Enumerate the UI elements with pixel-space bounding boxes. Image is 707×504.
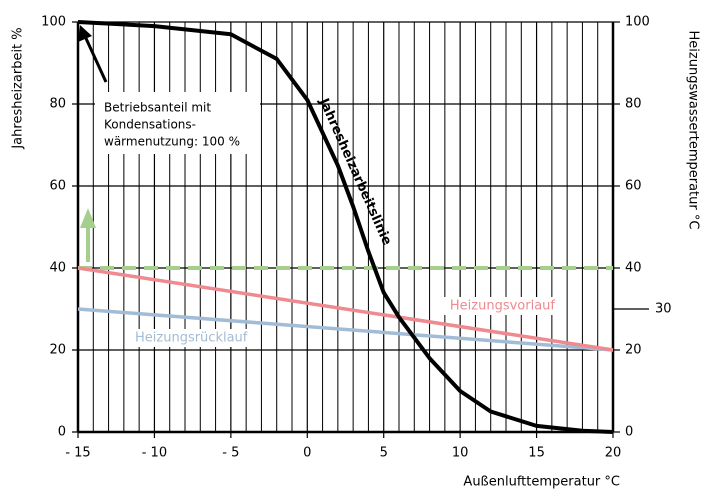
y2-tick-label: 60 <box>625 179 642 194</box>
x-tick-label: 15 <box>528 446 545 461</box>
annotation-text: Kondensations- <box>104 118 196 132</box>
y-tick-label: 20 <box>49 343 66 358</box>
green-arrowhead <box>80 208 96 228</box>
x-axis-label: Außenlufttemperatur °C <box>463 475 620 490</box>
y-tick-label: 60 <box>49 179 66 194</box>
series-line <box>77 307 614 352</box>
x-tick-label: 0 <box>303 446 311 461</box>
x-tick-label: - 5 <box>222 446 239 461</box>
y2-tick-label: 20 <box>625 343 642 358</box>
y-tick-label: 40 <box>49 261 66 276</box>
series-label: Heizungsrücklauf <box>135 331 248 346</box>
marks <box>77 20 614 434</box>
x-tick-label: 10 <box>452 446 469 461</box>
x-tick-label: - 15 <box>65 446 90 461</box>
y-tick-label: 0 <box>58 425 66 440</box>
label-bg <box>132 329 248 347</box>
annotation-arrow <box>82 33 108 83</box>
y-tick-label: 100 <box>41 15 66 30</box>
y-axis-label: Jahresheizarbeit % <box>11 27 26 149</box>
label-bg <box>443 297 559 315</box>
x-tick-label: - 10 <box>142 446 167 461</box>
x-tick-label: 5 <box>380 446 388 461</box>
y2-tick-label: 80 <box>625 97 642 112</box>
annotation-arrowhead <box>78 25 92 42</box>
grid <box>72 21 649 438</box>
y2-tick-label: 40 <box>625 261 642 276</box>
y2-tick-label: 0 <box>625 425 633 440</box>
series-line <box>77 266 614 352</box>
series-label: Heizungsvorlauf <box>450 299 556 314</box>
annotation-box <box>95 92 260 154</box>
y2-tick-label: 100 <box>625 15 650 30</box>
series-line <box>77 20 614 434</box>
x-tick-label: 20 <box>605 446 622 461</box>
y2-tick-label: 30 <box>655 302 672 317</box>
y-tick-label: 80 <box>49 97 66 112</box>
annotation-text: Betriebsanteil mit <box>104 101 211 115</box>
y2-axis-label: Heizungswassertemperatur °C <box>686 31 701 230</box>
annotation-text: wärmenutzung: 100 % <box>104 135 240 149</box>
